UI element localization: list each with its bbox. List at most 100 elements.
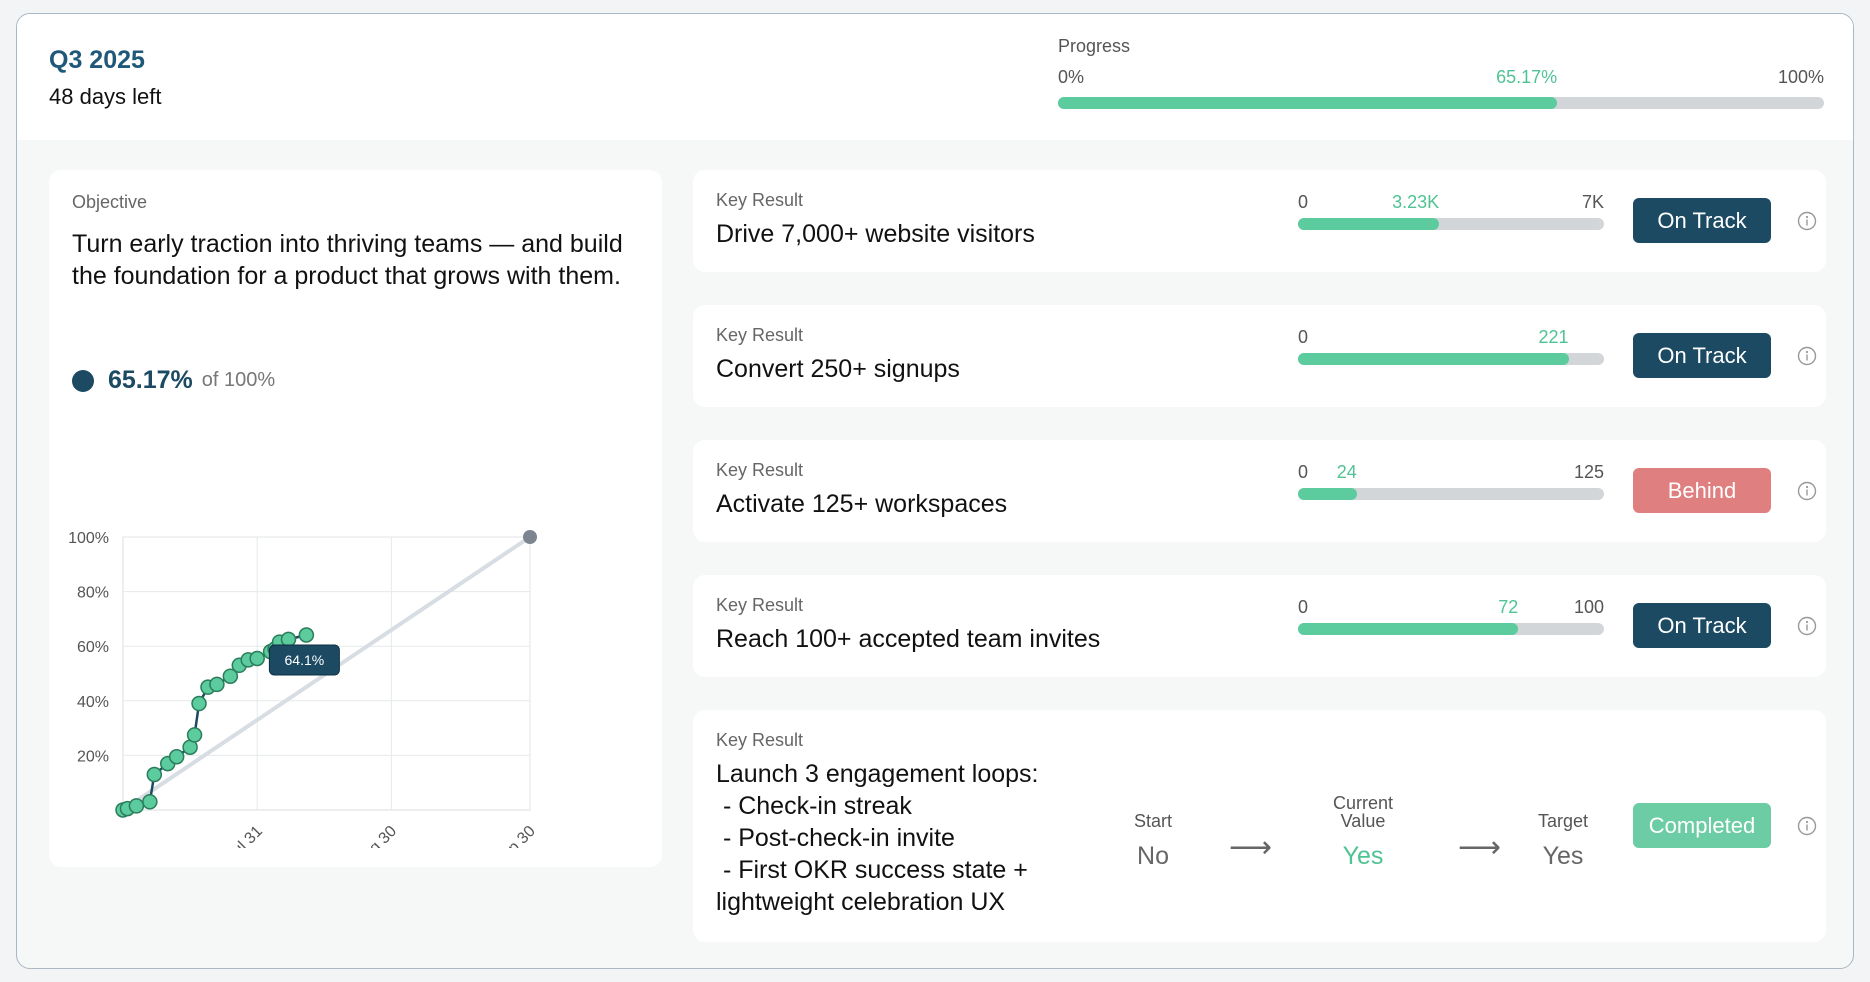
progress-bar-fill (1058, 97, 1558, 109)
objective-progress-suffix: of 100% (201, 369, 276, 391)
key-result-progress: 0 24 125 (1298, 462, 1604, 500)
key-result-label: Key Result (716, 730, 804, 750)
objective-progress-value: 65.17% (108, 366, 193, 394)
current-label: Current Value (1332, 793, 1394, 831)
chart-data-point (191, 695, 207, 712)
chart-y-tick-label: 40% (77, 694, 109, 711)
current-value: Yes (1342, 842, 1384, 870)
info-icon[interactable] (1797, 211, 1817, 231)
period-title: Q3 2025 (49, 46, 145, 74)
kr-progress-bar-fill (1298, 623, 1519, 635)
start-label: Start (1133, 811, 1172, 831)
period-header: Q3 2025 48 days left Progress 0% 65.17% … (17, 14, 1853, 140)
arrow-right-icon: ⟶ (1458, 831, 1502, 864)
key-result-label: Key Result (716, 325, 804, 345)
start-column: Start No (1098, 792, 1208, 871)
key-result-title: Launch 3 engagement loops: - Check-in st… (716, 760, 1039, 916)
chart-data-point (186, 727, 203, 743)
status-badge[interactable]: On Track (1633, 333, 1771, 378)
chart-x-tick-label: Jul 31 (224, 823, 266, 848)
status-badge[interactable]: On Track (1633, 198, 1771, 243)
start-value: No (1137, 842, 1169, 870)
info-icon[interactable] (1797, 481, 1817, 501)
objective-progress: 65.17% of 100% (72, 366, 275, 395)
chart-data-point (298, 627, 315, 643)
objective-text: Turn early traction into thriving teams … (72, 230, 623, 290)
key-result-label: Key Result (716, 190, 804, 210)
progress-bar (1058, 97, 1824, 109)
target-column: Target Yes (1508, 792, 1618, 871)
kr-current: 3.23K (1392, 192, 1440, 212)
key-result-card-engagement-loops[interactable]: Key Result Launch 3 engagement loops: - … (693, 710, 1826, 942)
kr-start: 0 (1298, 597, 1309, 617)
key-result-card[interactable]: Key Result Convert 250+ signups 0 221 On… (693, 305, 1826, 407)
kr-progress-bar (1298, 218, 1604, 230)
kr-progress-bar-fill (1298, 218, 1440, 230)
progress-value: 65.17% (1496, 67, 1558, 87)
chart-data-point (280, 631, 297, 648)
key-result-label: Key Result (716, 460, 804, 480)
target-value: Yes (1542, 842, 1584, 870)
chart-data-point (146, 766, 163, 783)
status-badge[interactable]: Completed (1633, 803, 1771, 848)
progress-min: 0% (1058, 67, 1085, 87)
chart-data-point (142, 794, 158, 810)
chart-y-tick-label: 60% (77, 639, 109, 656)
key-result-progress: 0 72 100 (1298, 597, 1604, 635)
chart-data-point (249, 650, 265, 667)
key-result-card[interactable]: Key Result Reach 100+ accepted team invi… (693, 575, 1826, 677)
key-result-title: Convert 250+ signups (716, 355, 960, 383)
key-result-title: Drive 7,000+ website visitors (716, 220, 1035, 248)
kr-current: 72 (1498, 597, 1519, 617)
kr-current: 24 (1336, 462, 1357, 482)
chart-y-tick-label: 100% (68, 530, 109, 547)
chart-target-point (523, 530, 537, 544)
kr-progress-bar (1298, 353, 1604, 365)
key-result-progress: 0 221 (1298, 327, 1604, 365)
status-badge[interactable]: Behind (1633, 468, 1771, 513)
objective-progress-chart: 20% 40% 60% 80% 100% Jul 31 Aug 30 Sep 30 64.1% (68, 530, 539, 848)
kr-current: 221 (1538, 327, 1569, 347)
key-result-label: Key Result (716, 595, 804, 615)
objective-dot-icon (72, 369, 94, 392)
kr-start: 0 (1298, 327, 1309, 347)
chart-data-point (128, 798, 145, 814)
key-result-card[interactable]: Key Result Activate 125+ workspaces 0 24… (693, 440, 1826, 542)
overall-progress: Progress 0% 65.17% 100% (1058, 36, 1824, 109)
okr-dashboard: Q3 2025 48 days left Progress 0% 65.17% … (16, 13, 1854, 969)
info-icon[interactable] (1797, 616, 1817, 636)
chart-x-tick-label: Aug 30 (352, 823, 400, 848)
kr-target: 7K (1581, 192, 1604, 212)
kr-target: 125 (1573, 462, 1604, 482)
key-result-title: Activate 125+ workspaces (716, 490, 1008, 518)
chart-y-tick-label: 20% (77, 748, 109, 765)
arrow-right-icon: ⟶ (1229, 831, 1273, 864)
kr-progress-bar-fill (1298, 353, 1569, 365)
info-icon[interactable] (1797, 816, 1817, 836)
target-label: Target (1537, 811, 1589, 831)
objective-card: Objective Turn early traction into thriv… (49, 170, 662, 867)
progress-max: 100% (1777, 67, 1824, 87)
chart-tooltip-label: 64.1% (285, 652, 325, 668)
status-badge[interactable]: On Track (1633, 603, 1771, 648)
objective-label: Objective (72, 192, 148, 212)
chart-x-tick-label: Sep 30 (491, 823, 539, 848)
kr-progress-bar-fill (1298, 488, 1357, 500)
chart-y-tick-label: 80% (77, 585, 109, 602)
progress-title: Progress (1058, 36, 1131, 56)
key-result-progress: 0 3.23K 7K (1298, 192, 1604, 230)
kr-target: 100 (1573, 597, 1604, 617)
kr-progress-bar (1298, 623, 1604, 635)
chart-tooltip (268, 644, 340, 676)
kr-progress-bar (1298, 488, 1604, 500)
key-result-title: Reach 100+ accepted team invites (716, 625, 1101, 653)
current-column: Current Value Yes (1303, 792, 1423, 871)
kr-start: 0 (1298, 462, 1309, 482)
days-left: 48 days left (49, 84, 162, 109)
chart-data-point (168, 749, 185, 765)
key-result-card[interactable]: Key Result Drive 7,000+ website visitors… (693, 170, 1826, 272)
kr-start: 0 (1298, 192, 1309, 212)
chart-data-point (209, 676, 225, 693)
chart-data-point (222, 668, 239, 684)
info-icon[interactable] (1797, 346, 1817, 366)
